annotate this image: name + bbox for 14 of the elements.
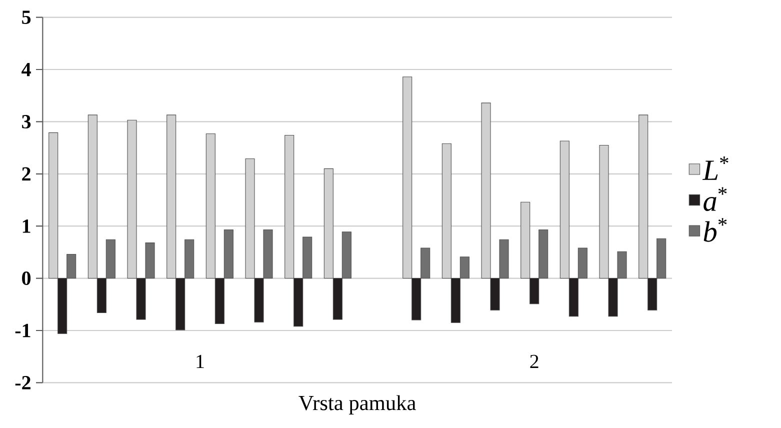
legend-label: a$^{*}$ (704, 187, 727, 212)
annotation: 2 (530, 354, 538, 368)
y-tick-label: -1 (15, 324, 30, 338)
legend-label: b$^{*}$ (704, 218, 727, 242)
y-tick-label: 3 (22, 115, 31, 128)
y-tick-label: 2 (22, 167, 30, 181)
y-tick-label: 0 (22, 272, 31, 286)
legend-label: L$^{*}$ (702, 156, 728, 180)
y-tick-label: 1 (22, 220, 30, 233)
y-tick-label: 4 (22, 62, 31, 76)
annotation: 1 (196, 354, 204, 368)
y-tick-label: 5 (22, 10, 31, 24)
x-axis-title: Vrsta pamuka (298, 395, 416, 415)
y-tick-label: -2 (15, 376, 30, 390)
